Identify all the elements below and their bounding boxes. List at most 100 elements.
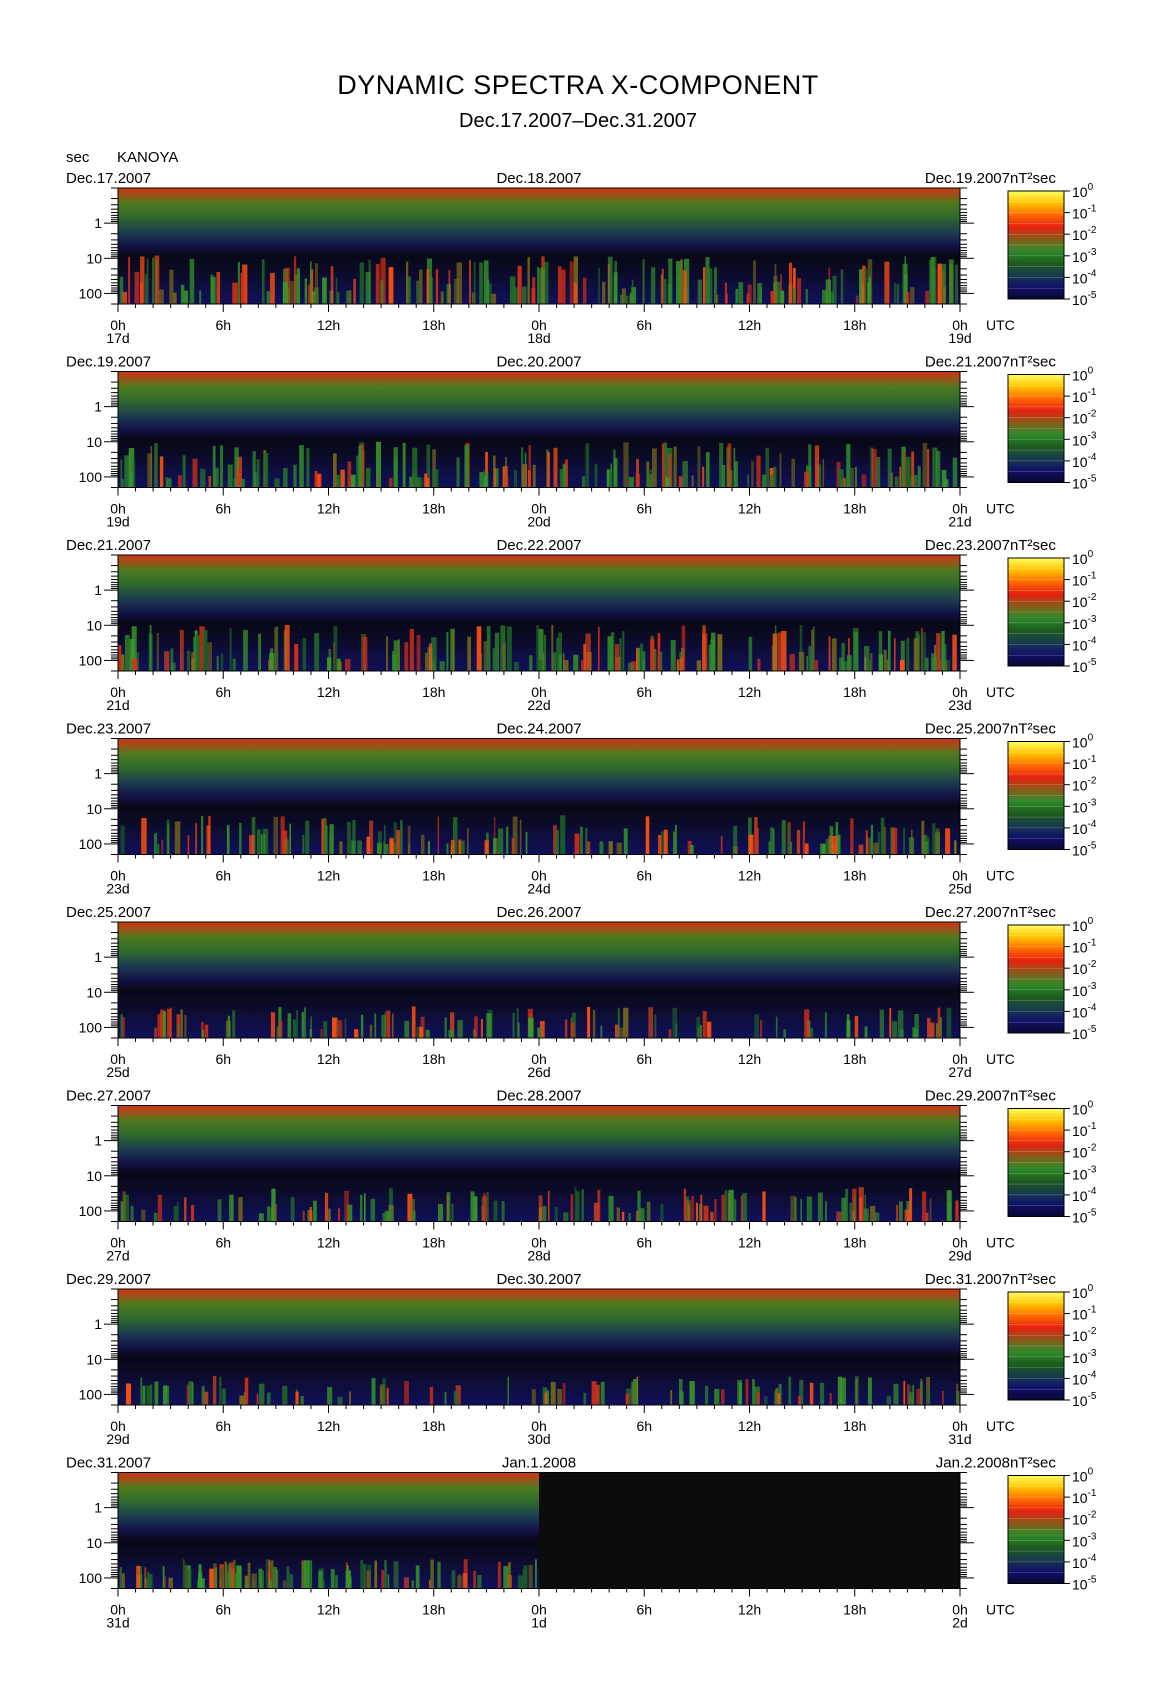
activity-streak xyxy=(483,641,488,671)
activity-streak xyxy=(899,466,901,488)
activity-streak xyxy=(492,648,495,671)
activity-streak xyxy=(564,1019,568,1038)
day-label-mid: 20d xyxy=(527,514,550,530)
activity-streak xyxy=(293,256,297,304)
colorbar-tick-label: 10-1 xyxy=(1072,754,1097,772)
activity-streak xyxy=(364,1193,366,1222)
day-label-mid: 18d xyxy=(527,330,550,346)
activity-streak xyxy=(484,840,489,855)
activity-streak xyxy=(798,651,805,671)
activity-streak xyxy=(124,634,130,671)
activity-streak xyxy=(708,644,713,671)
activity-streak xyxy=(547,1190,550,1222)
activity-streak xyxy=(561,269,566,304)
y-tick-label: 10 xyxy=(86,1351,102,1367)
activity-streak xyxy=(932,447,938,488)
activity-streak xyxy=(494,468,499,488)
activity-streak xyxy=(128,256,131,304)
activity-streak xyxy=(908,1392,914,1405)
activity-streak xyxy=(775,281,781,304)
activity-streak xyxy=(407,1193,413,1222)
colorbar: nT²sec 100 10-1 10-2 10-3 10-4 10-5 xyxy=(1007,721,1097,859)
activity-streak xyxy=(410,1199,415,1222)
activity-streak xyxy=(521,447,524,488)
activity-streak xyxy=(384,1011,387,1038)
activity-streak xyxy=(377,842,382,855)
x-tick-label: 0h xyxy=(531,1418,547,1434)
activity-streak xyxy=(302,637,307,671)
x-tick-label: 18h xyxy=(422,868,445,884)
activity-streak xyxy=(493,1200,498,1222)
activity-streak xyxy=(360,1560,364,1589)
activity-streak xyxy=(553,447,558,488)
activity-streak xyxy=(788,1376,792,1405)
colorbar: nT²sec 100 10-1 10-2 10-3 10-4 10-5 xyxy=(1007,354,1097,492)
activity-streak xyxy=(258,1383,265,1405)
x-axis-unit: UTC xyxy=(986,1418,1015,1434)
activity-streak xyxy=(625,1393,629,1405)
activity-streak xyxy=(900,1029,904,1038)
activity-streak xyxy=(710,1211,714,1222)
activity-streak xyxy=(945,828,951,855)
activity-streak xyxy=(538,629,544,671)
activity-streak xyxy=(721,465,726,488)
activity-streak xyxy=(585,828,588,855)
activity-streak xyxy=(324,1192,329,1222)
day-label-right: 25d xyxy=(948,881,971,897)
activity-streak xyxy=(370,1198,376,1222)
activity-streak xyxy=(537,268,542,304)
activity-streak xyxy=(955,1200,959,1222)
activity-streak xyxy=(318,1571,323,1589)
activity-streak xyxy=(916,1388,921,1405)
colorbar-tick-label: 10-4 xyxy=(1072,1186,1097,1204)
activity-streak xyxy=(849,1202,852,1222)
activity-streak xyxy=(581,1189,584,1222)
colorbar-tick-label: 10-3 xyxy=(1072,1531,1097,1549)
x-tick-label: 6h xyxy=(636,317,652,333)
date-label-left: Dec.31.2007 xyxy=(66,1455,151,1472)
activity-streak xyxy=(154,1027,157,1038)
activity-streak xyxy=(863,1208,869,1222)
activity-streak xyxy=(829,291,834,304)
activity-streak xyxy=(288,288,290,304)
activity-streak xyxy=(144,1567,147,1589)
activity-streak xyxy=(289,1574,294,1589)
activity-streak xyxy=(122,1017,125,1038)
activity-streak xyxy=(237,262,240,304)
activity-streak xyxy=(664,477,670,488)
activity-streak xyxy=(155,259,158,304)
activity-streak xyxy=(597,1189,601,1222)
colorbar-tick-label: 10-4 xyxy=(1072,635,1097,653)
x-tick-label: 6h xyxy=(215,501,231,517)
activity-streak xyxy=(162,1011,167,1038)
spectrogram-panel: 1 10 100 0h 6h 12h 18h 0h 6h 12h 18h 0h UTC 31d 1d 2d De… xyxy=(66,1455,1097,1631)
activity-streak xyxy=(278,1020,283,1038)
colorbar-tick-label: 10-3 xyxy=(1072,797,1097,815)
x-tick-label: 0h xyxy=(531,1602,547,1618)
activity-streak xyxy=(177,1202,179,1222)
activity-streak xyxy=(646,1202,649,1222)
activity-streak xyxy=(705,1385,709,1405)
activity-streak xyxy=(282,1580,287,1589)
activity-streak xyxy=(270,648,274,671)
activity-streak xyxy=(360,1014,364,1038)
activity-streak xyxy=(946,1007,952,1038)
y-tick-label: 100 xyxy=(79,1203,103,1219)
activity-streak xyxy=(733,825,738,855)
activity-streak xyxy=(180,1009,183,1038)
activity-streak xyxy=(229,1194,234,1222)
activity-streak xyxy=(330,1568,335,1589)
date-label-left: Dec.29.2007 xyxy=(66,1271,151,1288)
activity-streak xyxy=(294,274,300,304)
activity-streak xyxy=(393,640,399,671)
x-tick-label: 6h xyxy=(636,1235,652,1251)
activity-streak xyxy=(159,289,164,304)
activity-streak xyxy=(913,638,919,671)
y-tick-label: 10 xyxy=(86,1168,102,1184)
colorbar-tick-label: 10-5 xyxy=(1072,1208,1097,1226)
activity-streak xyxy=(696,1016,701,1038)
activity-streak xyxy=(805,289,808,304)
activity-streak xyxy=(521,464,528,488)
activity-streak xyxy=(937,263,942,304)
activity-streak xyxy=(483,260,489,304)
